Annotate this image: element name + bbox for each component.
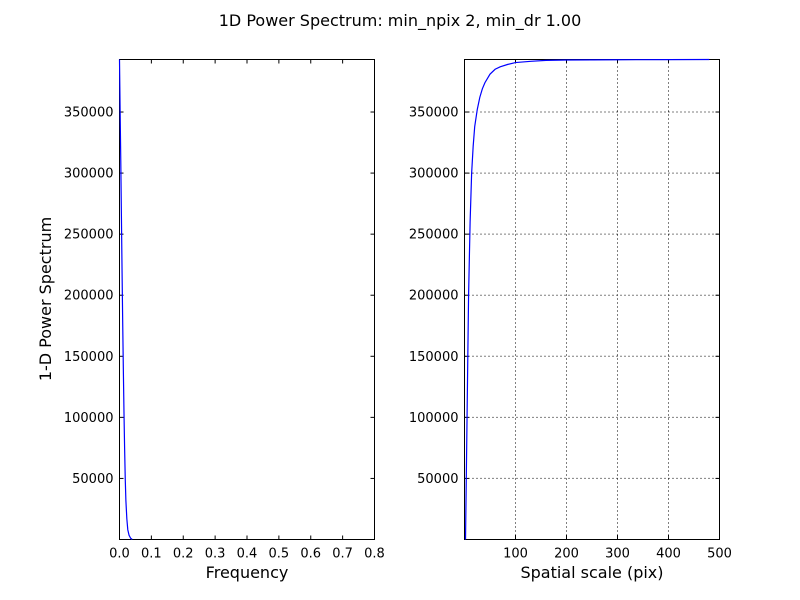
figure-title: 1D Power Spectrum: min_npix 2, min_dr 1.… <box>219 11 582 31</box>
frequency-x-tick-label: 0.5 <box>269 547 290 562</box>
frequency-x-tick-label: 0.3 <box>205 547 226 562</box>
frequency-y-tick-label: 50000 <box>72 472 113 487</box>
frequency-plot-frame <box>119 59 375 540</box>
spatial-scale-x-tick-label: 400 <box>656 547 681 562</box>
frequency-x-tick-label: 0.2 <box>173 547 194 562</box>
spatial-scale-plot-frame <box>464 59 720 540</box>
spatial-scale-x-tick-label: 200 <box>554 547 579 562</box>
spatial-scale-series-line <box>464 58 710 540</box>
frequency-y-tick-label: 100000 <box>64 411 114 426</box>
frequency-y-tick-label: 300000 <box>64 167 114 182</box>
frequency-y-tick-label: 200000 <box>64 289 114 304</box>
spatial-scale-x-tick-label: 300 <box>605 547 630 562</box>
power-spectrum-y-axis-label: 1-D Power Spectrum <box>36 217 55 381</box>
spatial-scale-y-tick-label: 350000 <box>409 106 459 121</box>
frequency-ticks: 50000 100000 150000 200000 250000 300000 35000… <box>64 59 385 562</box>
spatial-scale-y-tick-label: 150000 <box>409 350 459 365</box>
spatial-scale-y-tick-label: 250000 <box>409 228 459 243</box>
frequency-x-tick-label: 0.0 <box>109 547 130 562</box>
spatial-scale-panel: Spatial scale (pix) 50000 100000 150000 200… <box>409 58 732 582</box>
spatial-scale-x-tick-label: 100 <box>503 547 528 562</box>
frequency-y-tick-label: 150000 <box>64 350 114 365</box>
spatial-scale-series <box>464 58 710 540</box>
spatial-scale-y-tick-label: 300000 <box>409 167 459 182</box>
spatial-scale-grid <box>464 59 720 540</box>
frequency-x-tick-label: 0.8 <box>364 547 385 562</box>
frequency-x-tick-label: 0.1 <box>141 547 162 562</box>
spatial-scale-x-axis-label: Spatial scale (pix) <box>520 563 663 582</box>
frequency-series <box>118 59 133 540</box>
frequency-x-tick-label: 0.6 <box>300 547 321 562</box>
spatial-scale-y-tick-label: 50000 <box>417 472 458 487</box>
frequency-series-line <box>118 59 133 540</box>
frequency-x-tick-label: 0.4 <box>237 547 258 562</box>
frequency-x-axis-label: Frequency <box>206 563 289 582</box>
frequency-y-tick-label: 250000 <box>64 228 114 243</box>
spatial-scale-ticks: 50000 100000 150000 200000 250000 300000 35000… <box>409 59 732 562</box>
frequency-y-tick-label: 350000 <box>64 106 114 121</box>
spatial-scale-x-tick-label: 500 <box>707 547 732 562</box>
spatial-scale-y-tick-label: 200000 <box>409 289 459 304</box>
spatial-scale-y-tick-label: 100000 <box>409 411 459 426</box>
frequency-spectrum-panel: Frequency 1-D Power Spectrum 50000 100000… <box>36 59 385 582</box>
frequency-x-tick-label: 0.7 <box>332 547 353 562</box>
